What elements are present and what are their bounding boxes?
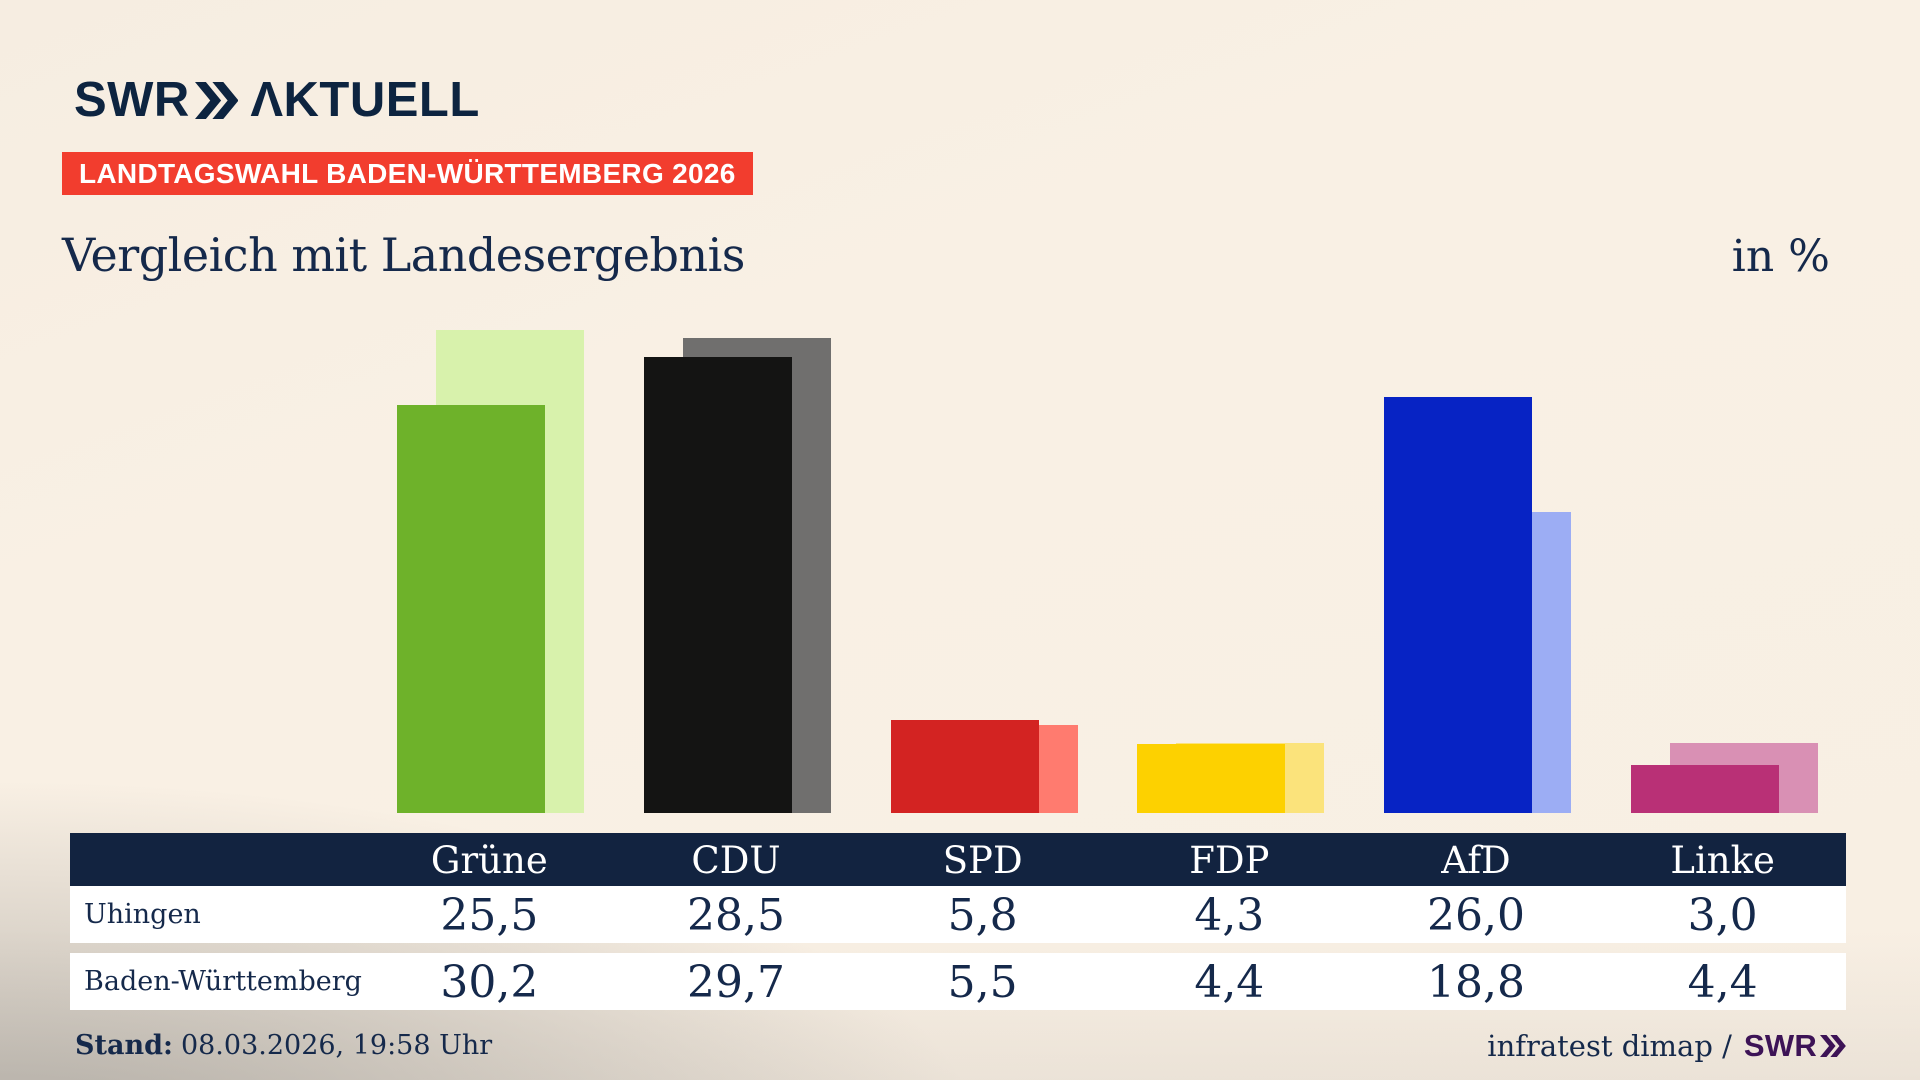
value-gruene-uhingen: 25,5 (440, 889, 539, 941)
column-header-spd: SPD (942, 839, 1023, 882)
value-fdp-baden-wuerttemberg: 4,4 (1194, 956, 1265, 1008)
bar-gruene-uhingen (397, 405, 546, 813)
stand-label: Stand: (75, 1030, 173, 1061)
election-badge: LANDTAGSWAHL BADEN-WÜRTTEMBERG 2026 (62, 152, 753, 195)
row-label-baden-wuerttemberg: Baden-Württemberg (84, 966, 362, 997)
value-fdp-uhingen: 4,3 (1194, 889, 1265, 941)
value-cdu-baden-wuerttemberg: 29,7 (687, 956, 785, 1008)
value-linke-uhingen: 3,0 (1687, 889, 1758, 941)
table-row-baden-wuerttemberg: Baden-Württemberg 30,2 29,7 5,5 4,4 18,8 4,4 (70, 953, 1846, 1010)
swr-aktuell-logo: SWR ΛKTUELL (74, 76, 480, 125)
bar-afd-uhingen (1384, 397, 1532, 813)
value-linke-baden-wuerttemberg: 4,4 (1687, 956, 1758, 1008)
title-row: Vergleich mit Landesergebnis in % (62, 228, 1830, 282)
double-chevron-right-icon (1820, 1035, 1846, 1057)
table-row-uhingen: Uhingen 25,5 28,5 5,8 4,3 26,0 3,0 (70, 886, 1846, 943)
value-spd-uhingen: 5,8 (947, 889, 1018, 941)
table-header-row: Grüne CDU SPD FDP AfD Linke (70, 833, 1846, 886)
value-gruene-baden-wuerttemberg: 30,2 (440, 956, 539, 1008)
bar-cdu-uhingen (644, 357, 792, 813)
value-afd-baden-wuerttemberg: 18,8 (1427, 956, 1525, 1008)
unit-label: in % (1731, 231, 1830, 282)
chart-title: Vergleich mit Landesergebnis (62, 228, 745, 282)
double-chevron-right-icon (194, 82, 239, 119)
bar-linke-uhingen (1630, 765, 1779, 813)
logo-swr-text: SWR (74, 73, 190, 127)
bar-fdp-uhingen (1137, 744, 1286, 813)
bar-chart (397, 329, 1818, 813)
row-label-uhingen: Uhingen (84, 899, 201, 930)
logo-aktuell-text: ΛKTUELL (250, 73, 480, 127)
value-afd-uhingen: 26,0 (1427, 889, 1525, 941)
bar-spd-uhingen (890, 720, 1039, 813)
column-header-gruene: Grüne (430, 839, 548, 882)
stand-value: 08.03.2026, 19:58 Uhr (180, 1030, 493, 1061)
results-table: Grüne CDU SPD FDP AfD Linke Uhingen 25,5 28,5 5,8… (70, 833, 1846, 1010)
value-cdu-uhingen: 28,5 (687, 889, 785, 941)
value-spd-baden-wuerttemberg: 5,5 (947, 956, 1018, 1008)
source-credit: infratest dimap / SWR (1487, 1028, 1846, 1064)
column-header-cdu: CDU (691, 839, 781, 882)
source-text: infratest dimap / (1487, 1029, 1732, 1063)
column-header-afd: AfD (1441, 839, 1511, 882)
timestamp: Stand: 08.03.2026, 19:58 Uhr (75, 1030, 492, 1061)
column-header-linke: Linke (1670, 839, 1775, 882)
column-header-fdp: FDP (1189, 839, 1270, 882)
source-swr-logo: SWR (1743, 1028, 1818, 1063)
